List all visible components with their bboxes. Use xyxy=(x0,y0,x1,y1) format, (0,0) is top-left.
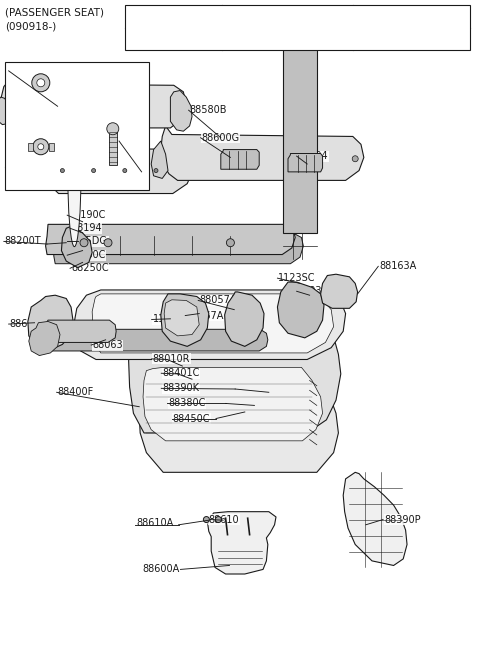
Ellipse shape xyxy=(68,92,81,247)
Text: 88390K: 88390K xyxy=(162,383,199,394)
Text: 1123SC: 1123SC xyxy=(153,314,190,325)
Polygon shape xyxy=(46,224,295,255)
Text: 88194: 88194 xyxy=(71,223,102,234)
Text: 1125DG: 1125DG xyxy=(68,236,108,247)
Polygon shape xyxy=(321,274,358,308)
Text: Period: Period xyxy=(156,11,191,22)
Bar xyxy=(28,143,33,151)
Text: 10410V: 10410V xyxy=(22,174,60,184)
Text: 88063: 88063 xyxy=(92,340,123,350)
Text: 88401C: 88401C xyxy=(162,368,200,379)
Polygon shape xyxy=(44,320,116,342)
Text: 1339CC: 1339CC xyxy=(22,110,60,120)
Text: (PASSENGER SEAT)
(090918-): (PASSENGER SEAT) (090918-) xyxy=(5,8,104,31)
Polygon shape xyxy=(0,97,12,125)
Circle shape xyxy=(80,239,88,247)
Text: 88194: 88194 xyxy=(298,151,328,161)
Text: WCS: WCS xyxy=(276,33,299,44)
Text: 88200T: 88200T xyxy=(5,236,41,247)
Polygon shape xyxy=(1,80,186,128)
Polygon shape xyxy=(28,295,73,351)
Polygon shape xyxy=(129,308,341,433)
Polygon shape xyxy=(54,233,303,264)
Bar xyxy=(125,5,470,50)
Polygon shape xyxy=(161,294,209,346)
Text: 88400F: 88400F xyxy=(58,387,94,398)
Polygon shape xyxy=(288,154,323,172)
Text: 88030R: 88030R xyxy=(298,286,335,297)
Polygon shape xyxy=(221,150,259,169)
Polygon shape xyxy=(47,329,268,351)
Polygon shape xyxy=(61,226,92,268)
Text: 88600A: 88600A xyxy=(143,564,180,575)
Text: 88380C: 88380C xyxy=(168,398,205,409)
Text: 88600G: 88600G xyxy=(202,133,240,143)
Circle shape xyxy=(37,79,45,87)
Polygon shape xyxy=(161,126,364,180)
Text: 88390P: 88390P xyxy=(384,514,420,525)
Circle shape xyxy=(227,239,234,247)
Text: 88601N: 88601N xyxy=(10,319,48,329)
Circle shape xyxy=(107,123,119,134)
Text: 88250C: 88250C xyxy=(71,263,108,274)
Text: SENSOR TYPE: SENSOR TYPE xyxy=(250,11,325,22)
Polygon shape xyxy=(208,512,276,574)
Text: 88057A: 88057A xyxy=(199,295,237,306)
Polygon shape xyxy=(29,321,60,356)
Circle shape xyxy=(92,169,96,173)
Text: TRACK ASSY: TRACK ASSY xyxy=(382,33,442,44)
Bar xyxy=(109,129,117,165)
Text: 88580B: 88580B xyxy=(190,105,227,115)
Text: 88286: 88286 xyxy=(10,66,40,76)
Text: 88163A: 88163A xyxy=(379,261,417,272)
Polygon shape xyxy=(92,294,334,353)
Polygon shape xyxy=(343,472,407,565)
Circle shape xyxy=(204,516,209,523)
Polygon shape xyxy=(164,300,199,336)
Text: 88180C: 88180C xyxy=(68,250,106,260)
Bar xyxy=(5,62,149,190)
Text: 88610A: 88610A xyxy=(137,518,174,529)
Text: 1123SC: 1123SC xyxy=(278,273,316,283)
Circle shape xyxy=(38,144,44,150)
Polygon shape xyxy=(74,290,346,359)
Circle shape xyxy=(32,73,50,92)
Polygon shape xyxy=(143,367,323,441)
Text: 88682: 88682 xyxy=(120,136,151,146)
Text: 88610: 88610 xyxy=(209,514,240,525)
Polygon shape xyxy=(277,282,324,338)
Text: ASSY: ASSY xyxy=(397,11,426,22)
Text: 88190C: 88190C xyxy=(68,210,106,220)
Text: 20060801~: 20060801~ xyxy=(144,33,202,44)
Polygon shape xyxy=(170,91,192,131)
Text: 88067A: 88067A xyxy=(186,310,224,321)
Text: 88010R: 88010R xyxy=(153,354,190,364)
Polygon shape xyxy=(139,387,338,472)
Bar xyxy=(283,26,317,233)
Circle shape xyxy=(352,155,358,162)
Circle shape xyxy=(123,169,127,173)
Circle shape xyxy=(60,169,64,173)
Text: 88450C: 88450C xyxy=(173,413,210,424)
Bar xyxy=(49,143,54,151)
Circle shape xyxy=(154,169,158,173)
Circle shape xyxy=(216,516,221,523)
Polygon shape xyxy=(225,292,264,346)
Text: 1249GA: 1249GA xyxy=(94,174,132,184)
Polygon shape xyxy=(151,141,168,178)
Circle shape xyxy=(104,239,112,247)
Polygon shape xyxy=(48,143,193,194)
Circle shape xyxy=(33,139,49,155)
